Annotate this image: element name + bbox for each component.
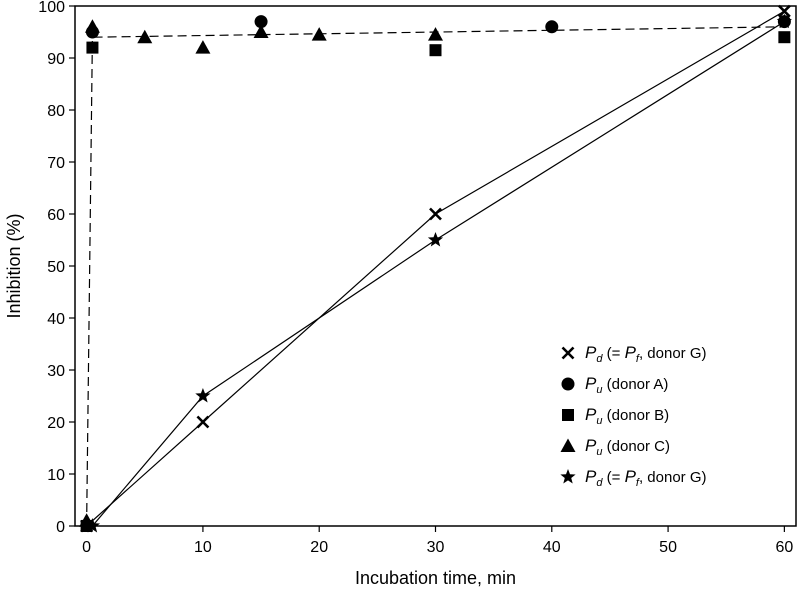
x-tick-label: 40	[543, 539, 561, 556]
y-tick-label: 60	[47, 207, 65, 224]
y-tick-label: 80	[47, 103, 65, 120]
y-tick-label: 0	[56, 519, 65, 536]
y-axis-title: Inhibition (%)	[4, 213, 24, 318]
plot-area	[74, 4, 797, 533]
data-point-pd_x	[777, 4, 791, 18]
legend-label-pd_x: Pd (= Pf, donor G)	[585, 343, 707, 365]
data-point-pd_star	[195, 388, 211, 403]
series-line-pd_star	[91, 21, 785, 527]
plot-frame	[74, 5, 797, 527]
y-axis-ticks: 0 10 20 30 40 50 60 70 80 90 100	[38, 0, 75, 536]
x-axis-title: Incubation time, min	[355, 568, 516, 588]
data-point-pu_a	[545, 20, 559, 34]
x-tick-label: 10	[194, 539, 212, 556]
data-point-pd_x	[196, 415, 210, 429]
data-point-pu_c	[195, 40, 211, 54]
y-tick-label: 70	[47, 155, 65, 172]
legend-label-pd_star: Pd (= Pf, donor G)	[585, 467, 707, 489]
data-point-pu_c	[311, 27, 327, 41]
y-tick-label: 30	[47, 363, 65, 380]
data-point-pu_c	[84, 19, 100, 33]
data-point-pu_b	[429, 44, 442, 57]
legend-marker-pu_a	[561, 377, 575, 391]
data-point-pu_b	[86, 41, 99, 54]
legend-marker-pu_b	[562, 409, 574, 421]
x-tick-label: 30	[427, 539, 445, 556]
legend: Pd (= Pf, donor G) Pu (donor A) Pu (donor …	[560, 343, 707, 489]
y-tick-label: 90	[47, 51, 65, 68]
y-tick-label: 10	[47, 467, 65, 484]
data-point-pu_c	[253, 24, 269, 38]
y-tick-label: 20	[47, 415, 65, 432]
legend-label-pu_b: Pu (donor B)	[585, 405, 669, 427]
data-point-pu_b	[778, 31, 791, 44]
legend-marker-pd_x	[561, 346, 575, 360]
data-point-pd_star	[427, 232, 444, 247]
dashed-fit-line	[86, 26, 785, 527]
x-axis-ticks: 0 10 20 30 40 50 60	[82, 526, 793, 556]
legend-marker-pd_star	[560, 469, 576, 484]
data-point-pd_star	[776, 13, 792, 29]
y-tick-label: 50	[47, 259, 65, 276]
x-tick-label: 50	[659, 539, 677, 556]
y-tick-label: 40	[47, 311, 65, 328]
y-tick-label: 100	[38, 0, 65, 16]
x-tick-label: 20	[310, 539, 328, 556]
data-point-pd_star	[84, 518, 101, 533]
data-point-pd_x	[429, 207, 442, 221]
x-tick-label: 0	[82, 539, 91, 556]
data-point-pu_c	[428, 27, 443, 41]
series-line-pd_x	[86, 10, 785, 527]
legend-label-pu_c: Pu (donor C)	[585, 436, 670, 458]
legend-label-pu_a: Pu (donor A)	[585, 374, 668, 396]
x-tick-label: 60	[775, 539, 793, 556]
data-point-pu_c	[137, 29, 153, 44]
data-point-pu_a	[254, 15, 268, 29]
legend-marker-pu_c	[560, 438, 576, 452]
